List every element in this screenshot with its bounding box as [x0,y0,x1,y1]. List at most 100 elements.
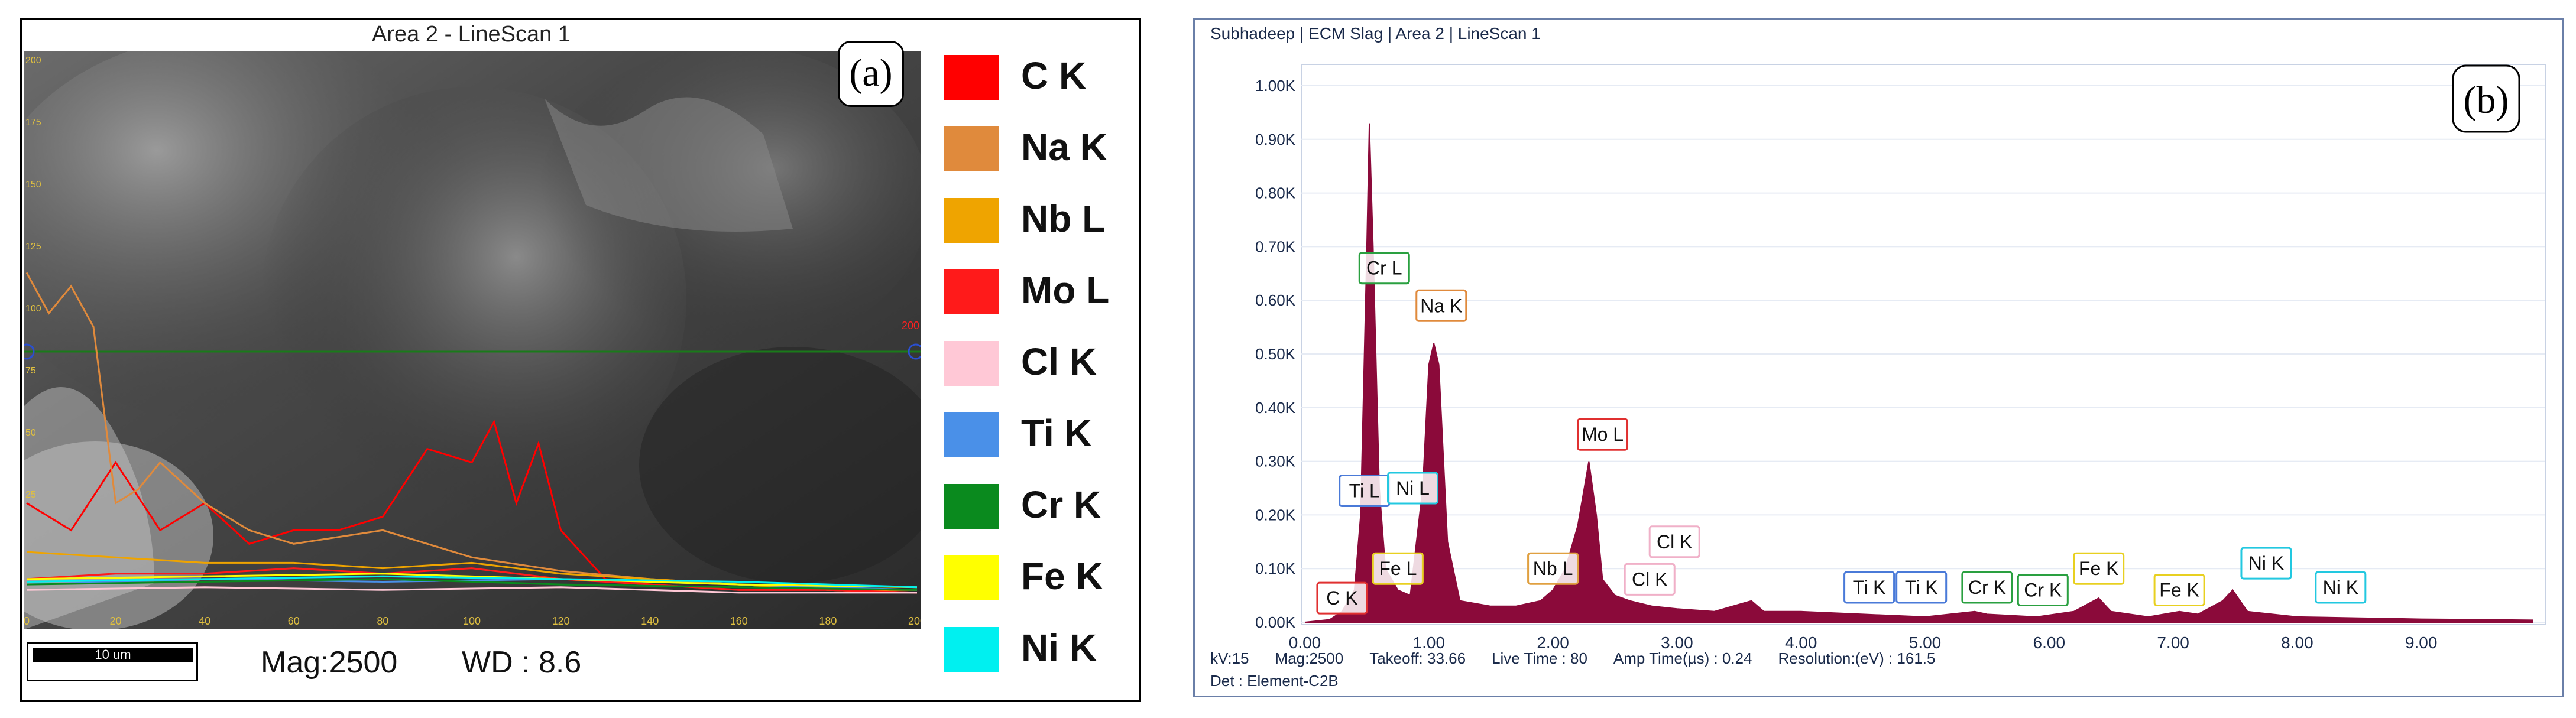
x-tick-label: 3.00 [1661,633,1693,652]
legend-label: Ni K [1021,626,1097,669]
legend-swatch [944,555,999,600]
y-axis-ticks: 0.00K 0.10K 0.20K 0.30K 0.40K 0.50K 0.60K 0.70K… [1255,77,1296,631]
panel-a: Area 2 - LineScan 1 [20,18,1141,702]
legend-label: C K [1021,54,1087,97]
x-tick-label: 2.00 [1537,633,1569,652]
peak-label: Cr K [1968,577,2006,598]
legend-item: Mo L [944,267,1133,314]
x-axis-tick: 180 [819,615,837,627]
legend-item: Ti K [944,410,1133,457]
linescan-series-cr-k [26,578,918,591]
linescan-series-group [25,272,918,594]
x-axis-tick: 200 [908,615,921,627]
legend-label: Na K [1021,126,1107,168]
panel-b-title: Subhadeep | ECM Slag | Area 2 | LineScan… [1210,24,1541,43]
panel-a-label-text: (a) [849,51,893,95]
peak-label: Ni K [2323,577,2358,598]
left-axis-tick: 150 [25,180,41,190]
acquisition-param: Takeoff: 33.66 [1369,649,1466,667]
peak-label: Ti L [1349,480,1380,502]
x-axis-tick: 20 [110,615,122,627]
scale-bar: 10 um [33,648,193,662]
y-tick-label: 0.30K [1255,453,1296,470]
peak-label: Na K [1420,295,1462,316]
left-axis-tick: 125 [25,242,41,252]
left-axis-ticks: 200 175 150 125 100 75 50 25 [25,56,41,500]
right-axis-label: 200 [902,320,919,332]
left-axis-tick: 175 [25,118,41,128]
peak-label-box [1316,581,1368,615]
linescan-series-mo-l [26,567,918,594]
panel-a-label: (a) [838,41,904,107]
linescan-series-fe-k [26,573,918,589]
y-tick-label: 0.60K [1255,291,1296,309]
peak-label-box [1843,571,1895,604]
legend-label: Nb L [1021,197,1106,240]
y-tick-label: 0.00K [1255,613,1296,631]
legend-item: Na K [944,124,1133,171]
legend-swatch [944,55,999,100]
sem-texture [24,387,154,629]
peak-label: Ti K [1853,577,1886,598]
scan-end-marker [908,343,921,360]
left-axis-tick: 75 [25,366,36,376]
peak-label-box [1415,289,1467,322]
peak-label-box [1895,571,1948,604]
scan-start-marker [24,343,35,360]
peak-label: Ni K [2248,553,2284,574]
scale-bar-box: 10 um [27,642,198,681]
legend-swatch [944,126,999,171]
peak-label: Nb L [1533,558,1573,579]
peak-label-box [1527,552,1579,585]
legend-swatch [944,341,999,386]
peak-label: Cl K [1632,568,1667,590]
sem-image-with-linescan: 200 175 150 125 100 75 50 25 0 20 40 60 80 100 120 140… [24,51,921,629]
peak-label-box [2315,571,2367,604]
x-axis-tick: 0 [24,615,30,627]
peak-label-box [2240,547,2292,580]
acquisition-param: kV:15 [1210,649,1249,667]
legend-item: C K [944,53,1133,100]
legend-item: Cl K [944,339,1133,386]
legend-label: Cl K [1021,340,1097,383]
acquisition-params: kV:15 Mag:2500 Takeoff: 33.66 Live Time : 8… [1210,649,1961,668]
eds-spectrum-chart: 0.00K 0.10K 0.20K 0.30K 0.40K 0.50K 0.60K 0.70K… [1255,64,2546,652]
legend-swatch [944,412,999,457]
detector-label: Det : Element-C2B [1210,672,1339,690]
y-tick-label: 0.80K [1255,184,1296,202]
x-axis-tick: 140 [641,615,659,627]
y-tick-label: 0.40K [1255,399,1296,417]
peak-label: Fe L [1379,558,1417,579]
legend-label: Cr K [1021,483,1101,526]
peak-label-box [1961,571,2013,604]
peak-label: Fe K [2079,558,2119,579]
y-tick-label: 0.70K [1255,238,1296,255]
linescan-series-ni-k [26,575,918,589]
left-axis-tick: 50 [25,428,36,438]
x-tick-label: 6.00 [2033,633,2066,652]
legend-swatch [944,269,999,314]
panel-a-footer: 10 um Mag:2500 WD : 8.6 [24,632,921,700]
peak-label-box [2073,552,2125,585]
peak-label: Mo L [1582,424,1624,445]
y-tick-label: 0.20K [1255,506,1296,524]
x-axis-ticks: 0.00 1.00 2.00 3.00 4.00 5.00 6.00 7.00 8.00 9.00 [1289,633,2438,652]
peak-label: Cr L [1366,258,1402,279]
sem-texture [639,347,921,583]
legend-item: Cr K [944,482,1133,529]
peak-label: Cr K [2024,580,2062,601]
plot-area [1301,64,2546,625]
y-tick-label: 0.90K [1255,131,1296,148]
peak-label: Cl K [1657,531,1692,553]
legend-swatch [944,627,999,672]
peak-label: Ti K [1905,577,1938,598]
left-axis-tick: 100 [25,304,41,314]
legend-item: Nb L [944,196,1133,243]
peak-label: Fe K [2159,580,2199,601]
x-axis-tick: 40 [199,615,210,627]
x-axis-tick: 160 [730,615,748,627]
panel-b-label-box [2452,64,2520,133]
magnification-label: Mag:2500 [261,645,398,680]
acquisition-param: Mag:2500 [1275,649,1344,667]
legend-label: Ti K [1021,412,1092,454]
